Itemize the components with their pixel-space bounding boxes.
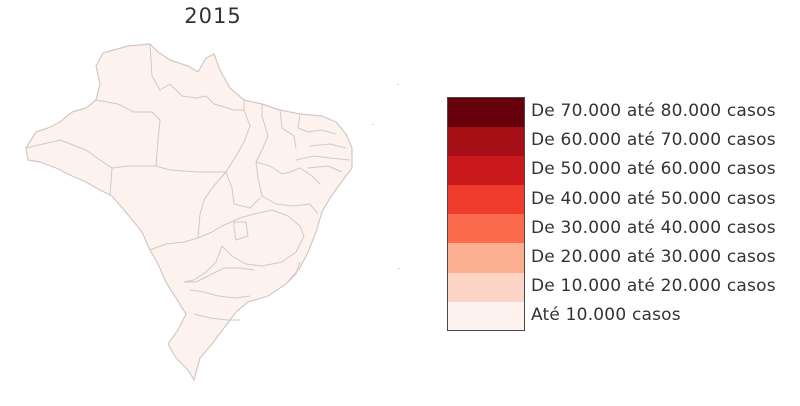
state-border — [197, 171, 227, 239]
legend-label: De 20.000 até 30.000 casos — [531, 246, 776, 267]
state-border — [255, 104, 269, 179]
map-title: 2015 — [184, 4, 242, 28]
legend-label: De 60.000 até 70.000 casos — [531, 130, 776, 151]
state-border — [295, 155, 351, 161]
legend-color-scale — [447, 97, 525, 331]
brazil-outline — [25, 43, 353, 381]
state-border — [225, 100, 251, 173]
state-border — [307, 165, 343, 173]
state-border — [183, 245, 223, 283]
legend-swatch — [448, 214, 524, 244]
state-border — [233, 221, 249, 241]
legend-swatch — [448, 243, 524, 273]
state-border — [189, 289, 251, 299]
state-border — [285, 261, 301, 285]
state-border — [109, 167, 113, 197]
legend-label: De 40.000 até 50.000 casos — [531, 188, 776, 209]
state-border — [225, 171, 261, 209]
legend-label: De 50.000 até 60.000 casos — [531, 159, 776, 180]
state-border — [149, 43, 244, 111]
state-border — [193, 313, 240, 321]
legend-label: Até 10.000 casos — [531, 305, 681, 326]
map-speck — [398, 268, 400, 269]
legend-swatch — [448, 272, 524, 302]
legend-swatch — [448, 301, 524, 330]
map-speck — [372, 124, 374, 125]
legend-label: De 70.000 até 80.000 casos — [531, 101, 776, 121]
map-speck — [397, 84, 399, 85]
legend-label: De 30.000 até 40.000 casos — [531, 217, 776, 238]
legend-swatch — [448, 185, 524, 215]
state-border — [297, 113, 337, 135]
state-border — [257, 177, 319, 215]
state-border — [149, 237, 199, 251]
state-borders — [25, 43, 351, 321]
state-border — [128, 165, 226, 173]
legend-swatch — [448, 127, 524, 157]
state-border — [279, 109, 297, 149]
state-border — [25, 139, 129, 169]
legend-label: De 10.000 até 20.000 casos — [531, 276, 776, 297]
state-border — [184, 267, 255, 283]
state-border — [197, 213, 255, 239]
state-border — [95, 99, 161, 167]
state-border — [221, 209, 305, 267]
legend-swatch — [448, 98, 524, 128]
state-border — [309, 143, 347, 149]
legend-labels: De 70.000 até 80.000 casos De 60.000 até… — [531, 97, 776, 331]
legend-swatch — [448, 156, 524, 186]
state-border — [255, 161, 321, 185]
